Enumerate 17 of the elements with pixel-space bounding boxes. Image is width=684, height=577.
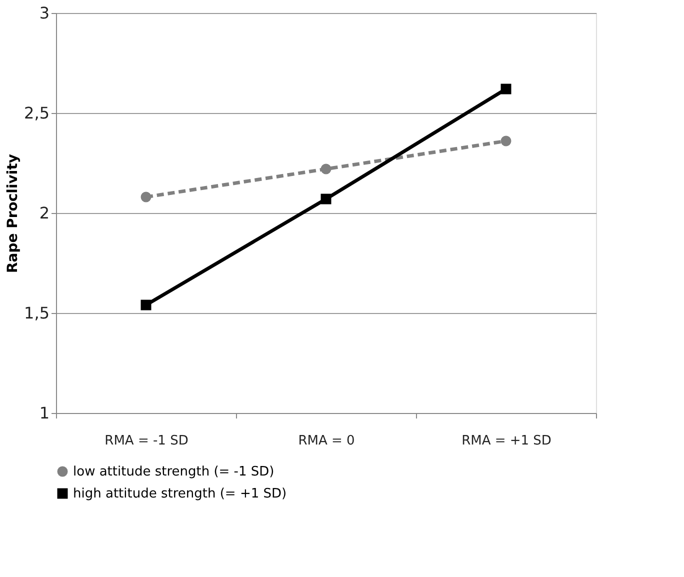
y-tick-label: 1 [39, 404, 50, 422]
y-tick-label: 3 [39, 4, 50, 22]
y-tick-label: 2 [39, 204, 50, 222]
x-tick-label: RMA = -1 SD [104, 434, 188, 448]
point [320, 164, 332, 174]
y-axis-title: Rape Proclivity [5, 154, 22, 274]
point [320, 194, 332, 204]
point [140, 300, 152, 310]
point [500, 136, 512, 146]
x-tick-label: RMA = +1 SD [462, 434, 552, 448]
legend-label: high attitude strength (= +1 SD) [73, 486, 287, 502]
point [500, 84, 512, 94]
x-tick-label: RMA = 0 [298, 434, 355, 448]
point [140, 192, 152, 202]
y-tick-label: 2,5 [24, 104, 50, 122]
y-tick-label: 1,5 [24, 304, 50, 322]
legend-label: low attitude strength (= -1 SD) [73, 464, 274, 480]
